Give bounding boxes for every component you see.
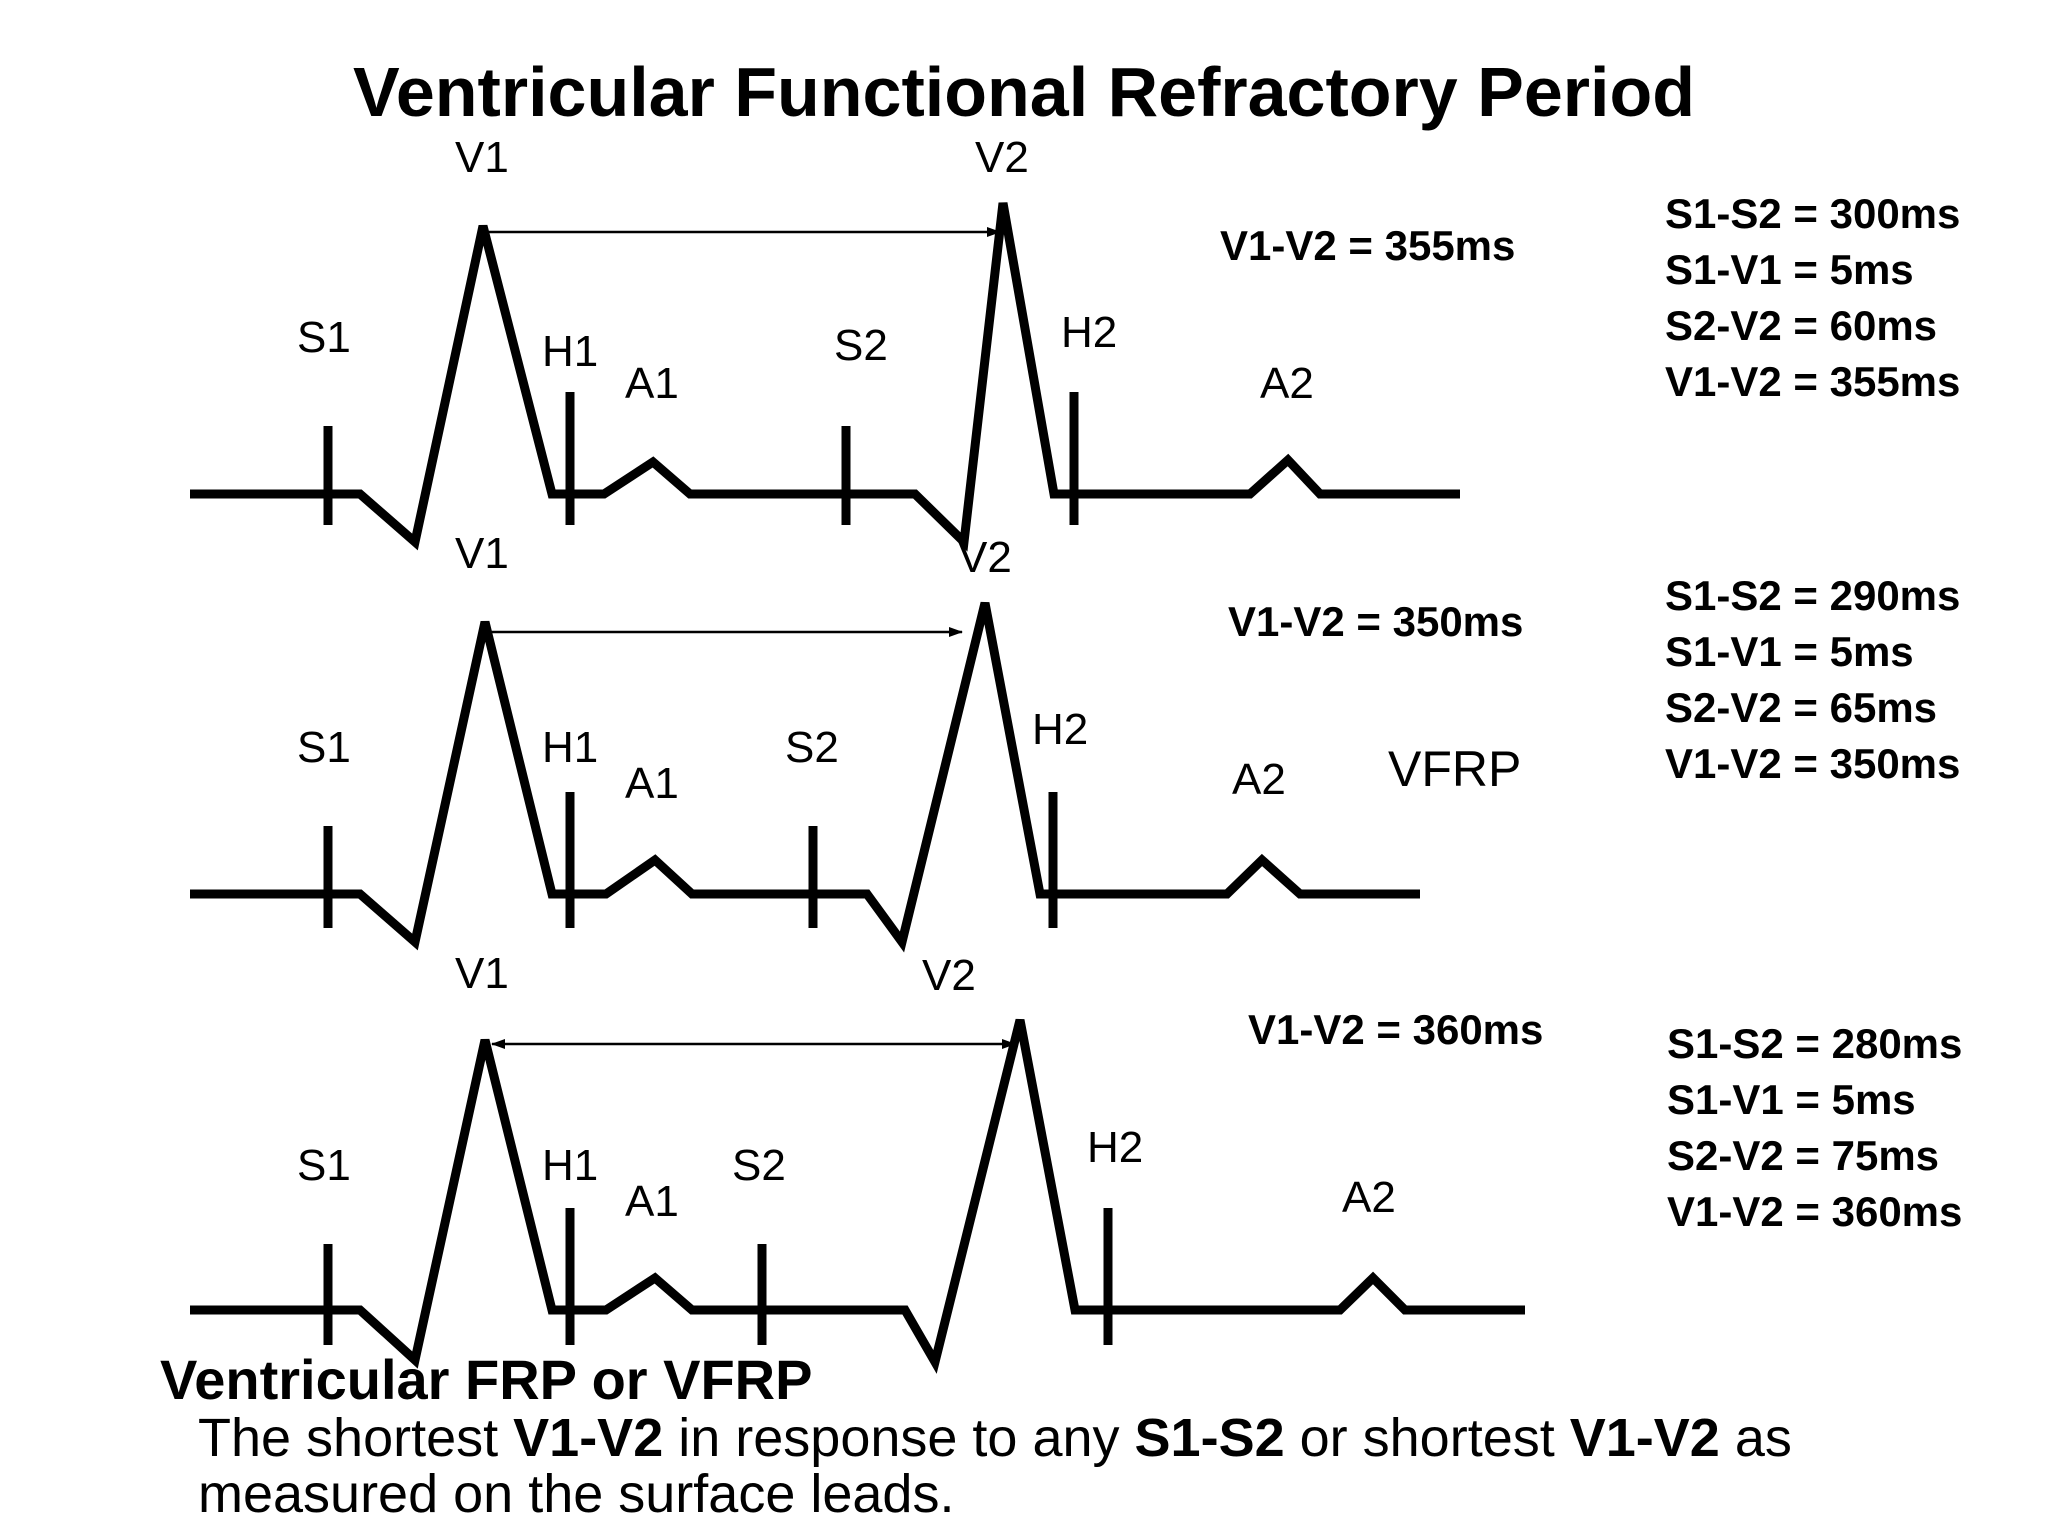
label-v1: V1 bbox=[455, 949, 509, 998]
page-title: Ventricular Functional Refractory Period bbox=[353, 53, 1695, 131]
value-v1-v2: V1-V2 = 350ms bbox=[1665, 740, 1960, 787]
panel-1: S1 V1 H1 A1 S2 V2 H2 A2 V1-V2 = 355ms S1… bbox=[190, 133, 1960, 552]
label-a1: A1 bbox=[625, 759, 679, 808]
value-v1-v2: V1-V2 = 355ms bbox=[1665, 358, 1960, 405]
label-a2: A2 bbox=[1260, 359, 1314, 408]
definition-text-part: or shortest bbox=[1284, 1408, 1570, 1468]
label-s1: S1 bbox=[297, 1141, 351, 1190]
measure-v1-v2: V1-V2 = 360ms bbox=[1248, 1006, 1543, 1053]
definition-heading: Ventricular FRP or VFRP bbox=[160, 1348, 813, 1411]
definition-term: S1-S2 bbox=[1134, 1408, 1285, 1468]
label-a1: A1 bbox=[625, 359, 679, 408]
label-h1: H1 bbox=[542, 723, 598, 772]
label-v2: V2 bbox=[922, 951, 976, 1000]
label-h1: H1 bbox=[542, 327, 598, 376]
label-h2: H2 bbox=[1087, 1123, 1143, 1172]
panel-3: S1 V1 H1 A1 S2 V2 H2 A2 V1-V2 = 360ms S1… bbox=[190, 949, 1962, 1374]
value-s2-v2: S2-V2 = 60ms bbox=[1665, 302, 1937, 349]
value-s1-s2: S1-S2 = 300ms bbox=[1665, 190, 1960, 237]
label-v2: V2 bbox=[958, 533, 1012, 582]
definition-term: V1-V2 bbox=[513, 1408, 664, 1468]
label-a1: A1 bbox=[625, 1177, 679, 1226]
label-vfrp: VFRP bbox=[1388, 741, 1521, 797]
definition-text-part: as bbox=[1719, 1408, 1792, 1468]
value-s1-s2: S1-S2 = 290ms bbox=[1665, 572, 1960, 619]
label-a2: A2 bbox=[1232, 755, 1286, 804]
definition-block: Ventricular FRP or VFRP The shortest V1-… bbox=[160, 1348, 2020, 1523]
label-s1: S1 bbox=[297, 313, 351, 362]
value-s1-v1: S1-V1 = 5ms bbox=[1665, 628, 1914, 675]
label-h1: H1 bbox=[542, 1141, 598, 1190]
value-s1-s2: S1-S2 = 280ms bbox=[1667, 1020, 1962, 1067]
panel-2: S1 V1 H1 A1 S2 V2 H2 A2 VFRP V1-V2 = 350… bbox=[190, 529, 1960, 953]
label-s2: S2 bbox=[785, 723, 839, 772]
value-s2-v2: S2-V2 = 75ms bbox=[1667, 1132, 1939, 1179]
value-s1-v1: S1-V1 = 5ms bbox=[1665, 246, 1914, 293]
definition-text-part: The shortest bbox=[198, 1408, 514, 1468]
label-s2: S2 bbox=[732, 1141, 786, 1190]
label-s1: S1 bbox=[297, 723, 351, 772]
trace-1 bbox=[190, 202, 1460, 552]
definition-text-part: in response to any bbox=[663, 1408, 1135, 1468]
trace-3 bbox=[190, 1018, 1525, 1374]
label-h2: H2 bbox=[1061, 308, 1117, 357]
measure-v1-v2: V1-V2 = 355ms bbox=[1220, 222, 1515, 269]
label-s2: S2 bbox=[834, 321, 888, 370]
label-h2: H2 bbox=[1032, 705, 1088, 754]
label-v2: V2 bbox=[975, 133, 1029, 182]
label-v1: V1 bbox=[455, 133, 509, 182]
value-s1-v1: S1-V1 = 5ms bbox=[1667, 1076, 1916, 1123]
label-v1: V1 bbox=[455, 529, 509, 578]
value-v1-v2: V1-V2 = 360ms bbox=[1667, 1188, 1962, 1235]
definition-text: The shortest V1-V2 in response to any S1… bbox=[160, 1410, 2020, 1522]
label-a2: A2 bbox=[1342, 1173, 1396, 1222]
definition-term: V1-V2 bbox=[1569, 1408, 1720, 1468]
trace-2 bbox=[190, 601, 1420, 953]
value-s2-v2: S2-V2 = 65ms bbox=[1665, 684, 1937, 731]
measure-v1-v2: V1-V2 = 350ms bbox=[1228, 598, 1523, 645]
definition-text-line2: measured on the surface leads. bbox=[198, 1464, 955, 1524]
